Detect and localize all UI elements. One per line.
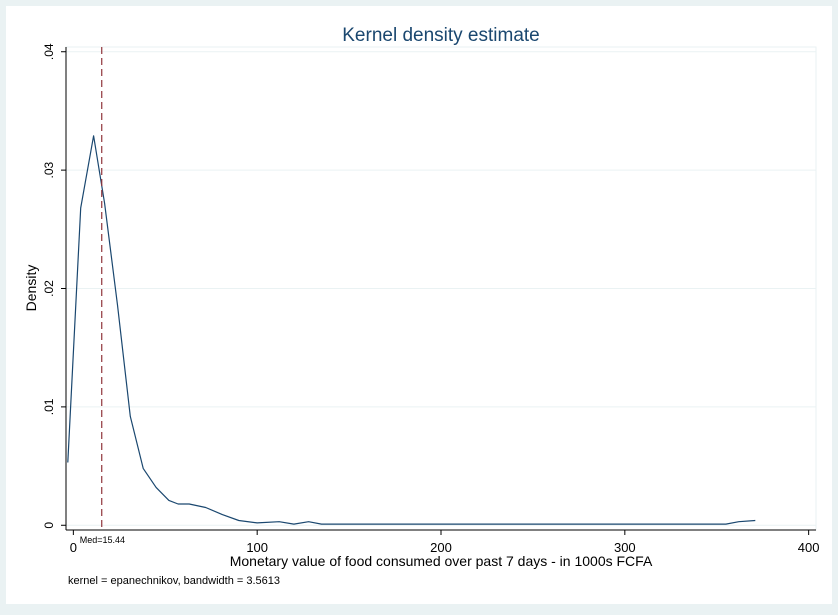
y-tick-label: .03 — [42, 161, 56, 178]
axes: 0 .01 .02 .03 .04 0 100 200 300 400 — [42, 43, 819, 555]
chart-title: Kernel density estimate — [342, 25, 540, 46]
y-axis-label: Density — [23, 265, 39, 312]
x-tick-label: 0 — [70, 540, 77, 555]
kernel-note: kernel = epanechnikov, bandwidth = 3.561… — [68, 575, 280, 587]
x-tick-label: 100 — [246, 540, 268, 555]
y-tick-label: .02 — [42, 280, 56, 297]
y-tick-label: .04 — [42, 43, 56, 60]
median-label: Med=15.44 — [80, 535, 125, 545]
x-axis-label: Monetary value of food consumed over pas… — [230, 553, 653, 569]
reference-lines: Med=15.44 — [80, 47, 125, 545]
y-tick-label: .01 — [42, 398, 56, 415]
labels: Kernel density estimate Monetary value o… — [23, 25, 653, 587]
y-tick-label: 0 — [42, 522, 56, 529]
x-tick-label: 400 — [798, 540, 820, 555]
density-line — [67, 135, 756, 525]
grid — [65, 46, 817, 531]
series — [67, 135, 756, 525]
x-tick-label: 300 — [614, 540, 636, 555]
x-tick-label: 200 — [430, 540, 452, 555]
